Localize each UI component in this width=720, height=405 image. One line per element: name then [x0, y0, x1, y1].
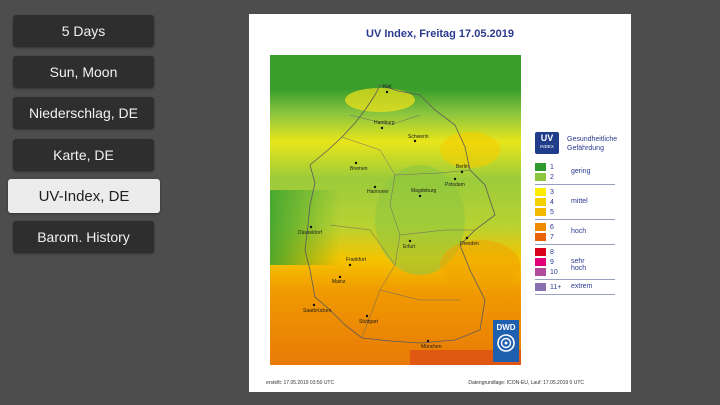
legend-heading: Gesundheitliche Gefährdung — [567, 136, 618, 152]
legend-level-11: 11+ — [535, 283, 568, 291]
city-dresden: Dresden — [460, 236, 479, 247]
svg-text:Hamburg: Hamburg — [374, 120, 395, 126]
city-erfurt: Erfurt — [403, 239, 416, 250]
svg-text:Hannover: Hannover — [367, 189, 389, 195]
legend-swatch — [535, 283, 546, 291]
legend-level-8: 8 — [535, 248, 568, 256]
city-muenchen: München — [421, 339, 442, 350]
city-hannover: Hannover — [367, 185, 389, 195]
city-mainz: Mainz — [332, 275, 346, 285]
legend-level-1: 1 — [535, 163, 568, 171]
menu-item-label: Sun, Moon — [49, 64, 118, 80]
uv-map-panel: UV Index, Freitag 17.05.2019 — [249, 14, 631, 392]
svg-text:München: München — [421, 344, 442, 350]
city-potsdam: Potsdam — [445, 177, 465, 188]
svg-text:Magdeburg: Magdeburg — [411, 188, 437, 194]
dwd-logo: DWD — [493, 320, 519, 362]
legend-level-7: 7 — [535, 233, 568, 241]
legend-group-mittel: mittel — [571, 198, 588, 205]
legend-level-5: 5 — [535, 208, 568, 216]
uv-index-logo: UV INDEX — [535, 132, 559, 154]
germany-border — [304, 84, 496, 344]
menu-item-label: Karte, DE — [53, 147, 114, 163]
legend-level-9: 9 — [535, 258, 568, 266]
legend-swatch — [535, 233, 546, 241]
legend-group-gering: gering — [571, 168, 591, 175]
svg-text:Schwerin: Schwerin — [408, 134, 429, 140]
svg-text:Saarbrücken: Saarbrücken — [303, 308, 332, 314]
svg-text:Bremen: Bremen — [350, 166, 368, 172]
legend-group-sehr-hoch: sehr hoch — [571, 258, 587, 272]
legend-swatch — [535, 223, 546, 231]
city-duesseldorf: Düsseldorf — [298, 225, 323, 236]
city-stuttgart: Stuttgart — [359, 314, 379, 325]
swirl-icon — [497, 334, 515, 352]
city-schwerin: Schwerin — [408, 134, 429, 143]
footer-created: erstellt: 17.05.2019 03:50 UTC — [266, 380, 335, 386]
legend-level-3: 3 — [535, 188, 568, 196]
svg-text:Kiel: Kiel — [383, 84, 391, 90]
map-title: UV Index, Freitag 17.05.2019 — [366, 28, 514, 40]
city-frankfurt: Frankfurt — [346, 257, 367, 267]
svg-text:Frankfurt: Frankfurt — [346, 257, 367, 263]
menu-item-niederschlag[interactable]: Niederschlag, DE — [13, 97, 154, 129]
menu-item-label: 5 Days — [61, 23, 106, 39]
menu-item-sun-moon[interactable]: Sun, Moon — [13, 56, 154, 88]
legend-swatch — [535, 198, 546, 206]
menu-item-label: UV-Index, DE — [38, 187, 130, 205]
legend-swatch — [535, 163, 546, 171]
legend-swatch — [535, 208, 546, 216]
legend-level-10: 10 — [535, 268, 568, 276]
svg-text:Stuttgart: Stuttgart — [359, 319, 379, 325]
legend-group-extrem: extrem — [571, 283, 593, 290]
svg-text:Berlin: Berlin — [456, 164, 469, 170]
menu-item-label: Niederschlag, DE — [29, 105, 138, 121]
legend-level-6: 6 — [535, 223, 568, 231]
footer-data-source: Datengrundlage: ICON-EU, Lauf: 17.05.201… — [468, 380, 584, 386]
legend-swatch — [535, 258, 546, 266]
menu-item-karte[interactable]: Karte, DE — [13, 139, 154, 171]
city-magdeburg: Magdeburg — [411, 188, 437, 198]
menu-item-barom-history[interactable]: Barom. History — [13, 221, 154, 253]
city-kiel: Kiel — [383, 84, 391, 94]
svg-text:Mainz: Mainz — [332, 279, 346, 285]
legend-swatch — [535, 248, 546, 256]
legend-group-hoch: hoch — [571, 228, 587, 235]
legend-level-2: 2 — [535, 173, 568, 181]
city-bremen: Bremen — [350, 161, 368, 172]
svg-text:Dresden: Dresden — [460, 241, 479, 247]
legend-swatch — [535, 268, 546, 276]
legend-swatch — [535, 188, 546, 196]
menu-item-uv-index[interactable]: UV-Index, DE — [8, 179, 160, 213]
city-hamburg: Hamburg — [374, 120, 395, 130]
legend-level-4: 4 — [535, 198, 568, 206]
uv-forecast-map: Kiel Hamburg Schwerin Bremen Berlin Pots… — [270, 55, 521, 365]
svg-text:Erfurt: Erfurt — [403, 244, 416, 250]
city-saarbruecken: Saarbrücken — [303, 303, 332, 314]
menu-item-label: Barom. History — [37, 229, 130, 245]
svg-text:Düsseldorf: Düsseldorf — [298, 230, 323, 236]
menu-item-5-days[interactable]: 5 Days — [13, 15, 154, 47]
svg-text:Potsdam: Potsdam — [445, 182, 465, 188]
city-berlin: Berlin — [456, 164, 469, 174]
legend-swatch — [535, 173, 546, 181]
